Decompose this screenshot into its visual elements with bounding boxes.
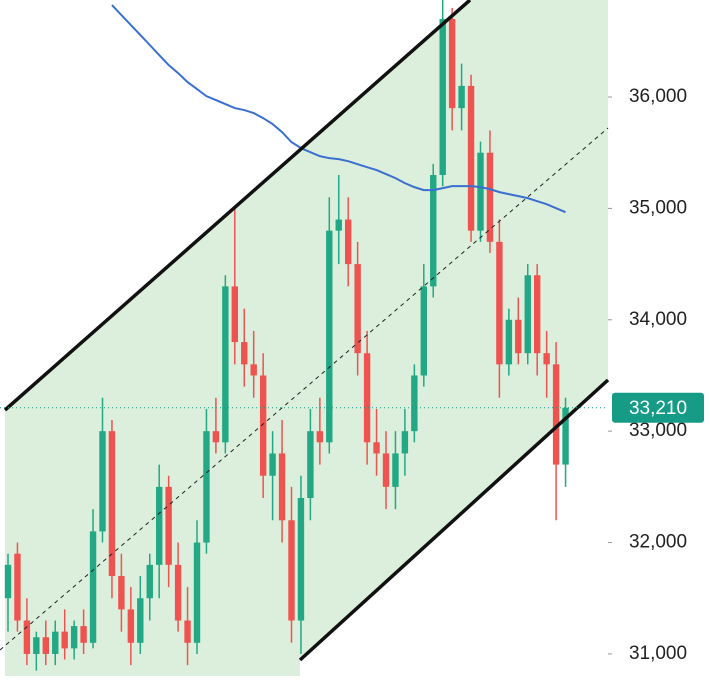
channel-fill [5, 0, 608, 676]
candle-body [241, 342, 248, 365]
y-tick-label: 33,000 [629, 420, 687, 441]
candle-body [269, 453, 276, 476]
candle-body [99, 431, 106, 532]
candle-body [52, 631, 59, 654]
candle-body [80, 626, 87, 643]
candle-body [326, 230, 333, 443]
candle-body [345, 219, 352, 265]
candle-body [297, 498, 305, 621]
candle-body [534, 275, 541, 354]
y-tick-label: 36,000 [629, 86, 687, 107]
candle-body [156, 486, 163, 565]
plot [4, 0, 569, 671]
candle-body [127, 609, 135, 643]
candle-body [448, 19, 456, 109]
candle-body [89, 531, 97, 643]
candle-body [70, 626, 78, 649]
candle-body [354, 264, 361, 354]
y-tick-label: 34,000 [629, 309, 687, 330]
candle-body [524, 275, 531, 354]
candle-body [307, 431, 314, 499]
candle-body [165, 486, 172, 565]
candle-body [401, 431, 409, 454]
channel-middle [0, 127, 609, 651]
candle-body [439, 19, 446, 175]
candle-body [222, 286, 229, 443]
candle-body [430, 174, 437, 287]
candle-body [373, 442, 380, 454]
candle-body [496, 241, 503, 365]
candle-body [174, 564, 182, 621]
candle-body [335, 219, 342, 231]
candle-body [212, 431, 220, 443]
candle-body [118, 575, 125, 610]
y-tick-label: 32,000 [629, 532, 687, 553]
last-price-label: 33,210 [629, 398, 687, 419]
y-tick-label: 31,000 [629, 643, 687, 664]
candle-body [4, 564, 12, 599]
candle-body [392, 453, 399, 487]
candle-body [467, 85, 475, 231]
candle-body [458, 85, 465, 109]
candle-body [203, 431, 210, 543]
candle-body [137, 598, 144, 643]
candle-body [231, 286, 238, 343]
candle-body [42, 637, 49, 654]
candle-body [259, 375, 267, 476]
candle-body [363, 353, 371, 443]
candle-body [420, 286, 427, 376]
candle-body [33, 637, 40, 654]
moving-average [111, 4, 566, 214]
channel-lower [298, 378, 610, 662]
candle-body [278, 453, 286, 521]
candle-body [562, 407, 569, 465]
candle-body [108, 431, 116, 576]
candle-body [552, 364, 560, 465]
candle-body [486, 152, 494, 242]
y-tick-label: 35,000 [629, 197, 687, 218]
candle-body [382, 453, 390, 487]
candle-body [193, 542, 201, 643]
candle-body [411, 375, 418, 432]
candle-body [184, 620, 191, 643]
candle-body [477, 152, 484, 231]
candle-body [515, 319, 522, 354]
candle-body [316, 431, 324, 443]
last-price-box [612, 392, 704, 423]
candle-body [505, 319, 513, 365]
candle-body [250, 364, 257, 376]
candle-body [146, 564, 153, 599]
candle-body [288, 520, 295, 621]
candle-body [543, 353, 550, 365]
candle-body [23, 620, 31, 654]
candle-body [61, 631, 68, 649]
candle-body [14, 553, 21, 621]
channel-upper [3, 0, 472, 412]
